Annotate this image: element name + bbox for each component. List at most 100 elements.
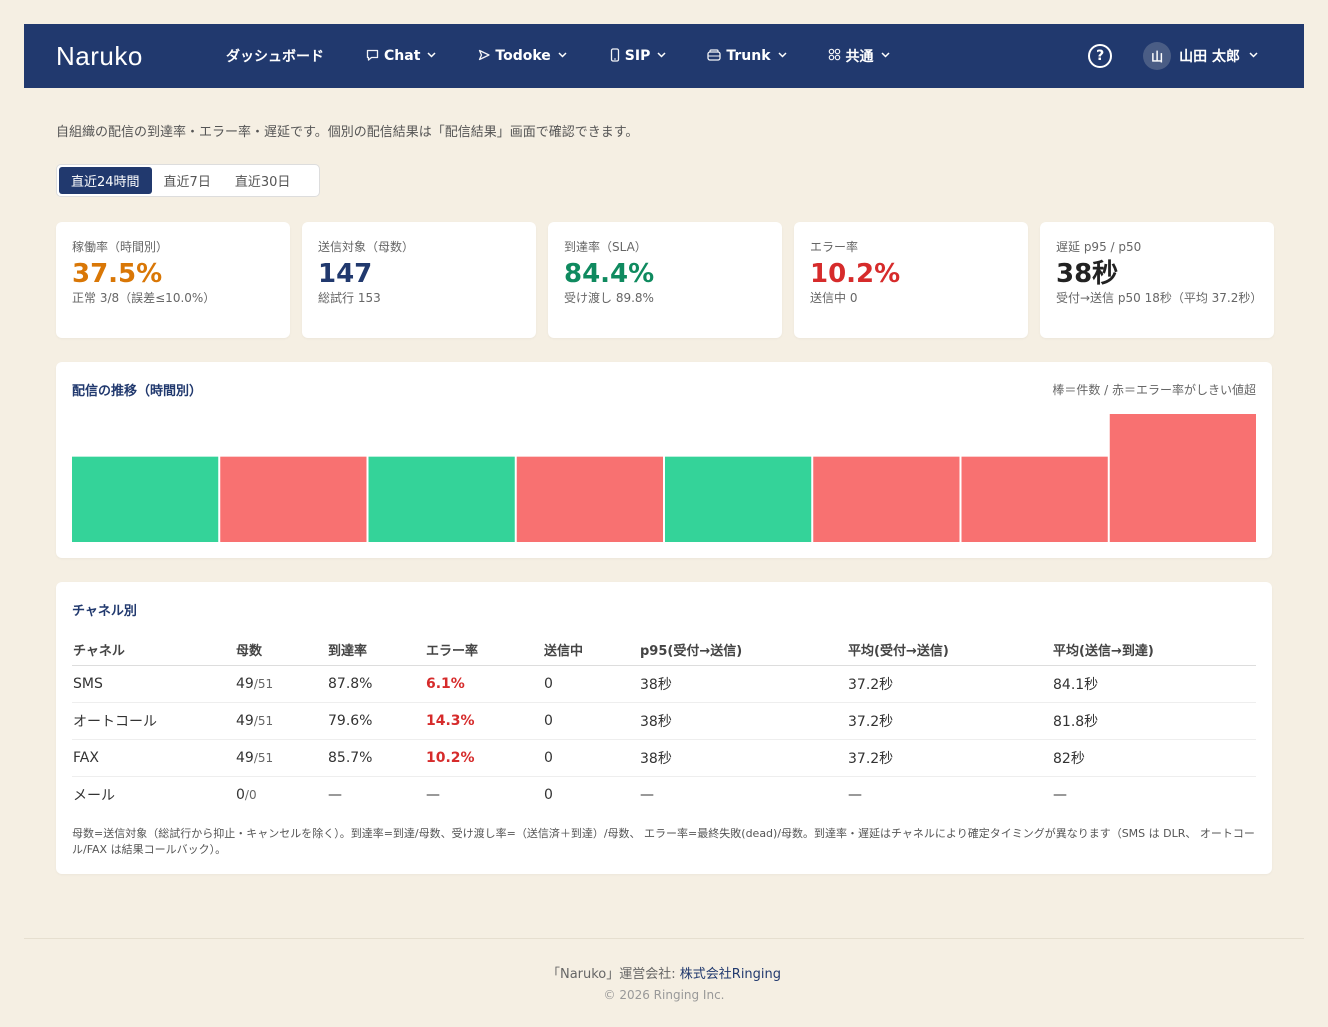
chart-title: 配信の推移（時間別） [72, 384, 203, 399]
chart-bar[interactable] [516, 456, 663, 542]
kpi-card-delivery: 到達率（SLA） 84.4% 受け渡し 89.8% [548, 222, 782, 338]
cell-avg-send: 37.2秒 [847, 702, 1052, 740]
kpi-label: 到達率（SLA） [564, 240, 647, 254]
nav-dashboard[interactable]: ダッシュボード [226, 46, 324, 66]
user-name: 山田 太郎 [1179, 49, 1240, 65]
chart-bar[interactable] [220, 456, 367, 542]
nav-sip-label: SIP [624, 48, 651, 64]
cell-count: 49/51 [235, 702, 327, 740]
nav-todoke[interactable]: Todoke [478, 48, 567, 64]
column-header: チャネル [72, 634, 235, 666]
grid-icon [828, 48, 841, 64]
kpi-cards: 稼働率（時間別） 37.5% 正常 3/8（誤差≤10.0%） 送信対象（母数）… [56, 222, 1274, 338]
nav-chat[interactable]: Chat [366, 48, 436, 64]
table-header-row: チャネル 母数 到達率 エラー率 送信中 p95(受付→送信) 平均(受付→送信… [72, 634, 1256, 666]
kpi-card-error: エラー率 10.2% 送信中 0 [794, 222, 1028, 338]
kpi-card-latency: 遅延 p95 / p50 38秒 受付→送信 p50 18秒（平均 37.2秒） [1040, 222, 1274, 338]
nav-chat-label: Chat [384, 48, 421, 64]
company-link[interactable]: 株式会社Ringing [679, 967, 782, 982]
chart-bar[interactable] [665, 456, 812, 542]
phone-icon [610, 47, 620, 65]
trend-chart [72, 414, 1256, 542]
column-header: 到達率 [327, 634, 425, 666]
cell-delivery: 79.6% [327, 702, 425, 740]
range-tab-7d[interactable]: 直近7日 [152, 167, 223, 194]
column-header: p95(受付→送信) [639, 634, 847, 666]
cell-error: 6.1% [425, 665, 543, 703]
nav-trunk[interactable]: Trunk [707, 48, 787, 64]
cell-channel: オートコール [72, 702, 235, 740]
cell-count: 49/51 [235, 665, 327, 703]
cell-sending: 0 [543, 739, 639, 777]
chevron-down-icon [558, 51, 567, 61]
kpi-card-target: 送信対象（母数） 147 総試行 153 [302, 222, 536, 338]
brand-logo[interactable]: Naruko [56, 40, 143, 71]
range-selector: 直近24時間 直近7日 直近30日 [56, 164, 320, 197]
column-header: 平均(送信→到達) [1052, 634, 1256, 666]
kpi-label: 稼働率（時間別） [72, 240, 169, 254]
cell-sending: 0 [543, 665, 639, 703]
count-value: 0 [236, 786, 245, 803]
cell-channel: FAX [72, 739, 235, 777]
cell-avg-arrive: 84.1秒 [1052, 665, 1256, 703]
nav-common[interactable]: 共通 [828, 46, 890, 66]
user-menu[interactable]: 山 山田 太郎 [1143, 42, 1258, 70]
cell-error: 10.2% [425, 739, 543, 777]
cell-avg-send: 37.2秒 [847, 665, 1052, 703]
kpi-sub: 送信中 0 [810, 291, 858, 305]
nav-common-label: 共通 [845, 49, 874, 65]
kpi-value: 84.4% [564, 259, 655, 289]
column-header: エラー率 [425, 634, 543, 666]
cell-p95: 38秒 [639, 702, 847, 740]
help-glyph: ? [1096, 48, 1105, 64]
cell-avg-arrive: — [1053, 786, 1067, 803]
count-value: 49 [236, 749, 254, 766]
cell-avg-send: — [848, 786, 862, 803]
top-nav: Naruko ダッシュボード Chat Todoke SIP [24, 24, 1304, 88]
nav-trunk-label: Trunk [726, 48, 771, 64]
nav-todoke-label: Todoke [495, 48, 551, 64]
help-icon[interactable]: ? [1088, 44, 1113, 68]
column-header: 送信中 [543, 634, 639, 666]
cell-avg-arrive: 81.8秒 [1052, 702, 1256, 740]
cell-delivery: — [328, 786, 342, 803]
chevron-down-icon [777, 51, 787, 61]
range-tab-30d[interactable]: 直近30日 [223, 167, 303, 194]
kpi-sub: 総試行 153 [318, 291, 381, 305]
kpi-value: 38秒 [1056, 259, 1119, 289]
table-row: オートコール 49/51 79.6% 14.3% 0 38秒 37.2秒 81.… [72, 702, 1256, 740]
count-denominator: /51 [253, 676, 274, 691]
nav-sip[interactable]: SIP [610, 47, 667, 65]
kpi-label: 送信対象（母数） [318, 240, 415, 254]
avatar: 山 [1143, 42, 1172, 70]
chat-icon [366, 49, 379, 64]
page-description: 自組織の配信の到達率・エラー率・遅延です。個別の配信結果は「配信結果」画面で確認… [56, 125, 639, 140]
column-header: 母数 [235, 634, 327, 666]
nav-dashboard-label: ダッシュボード [226, 49, 324, 65]
range-tab-24h[interactable]: 直近24時間 [59, 167, 152, 194]
kpi-sub: 正常 3/8（誤差≤10.0%） [72, 291, 216, 305]
channel-title: チャネル別 [72, 604, 137, 619]
count-denominator: /51 [253, 750, 274, 765]
count-value: 49 [236, 712, 254, 729]
trunk-icon [707, 48, 721, 64]
footer-divider [24, 938, 1304, 939]
cell-delivery: 85.7% [327, 739, 425, 777]
kpi-label: 遅延 p95 / p50 [1056, 240, 1142, 254]
channel-table: チャネル 母数 到達率 エラー率 送信中 p95(受付→送信) 平均(受付→送信… [72, 634, 1256, 813]
chart-bar[interactable] [813, 456, 960, 542]
chart-bar[interactable] [72, 456, 219, 542]
cell-sending: 0 [544, 786, 553, 803]
count-denominator: /51 [253, 713, 274, 728]
chevron-down-icon [657, 51, 666, 61]
cell-p95: 38秒 [639, 739, 847, 777]
cell-sending: 0 [543, 702, 639, 740]
cell-channel: メール [73, 787, 115, 804]
nav-right: ? 山 山田 太郎 [1088, 24, 1304, 88]
chart-bar[interactable] [1109, 414, 1256, 542]
chart-bar[interactable] [368, 456, 515, 542]
cell-p95: — [640, 786, 654, 803]
kpi-value: 147 [318, 259, 373, 289]
count-value: 49 [236, 675, 254, 692]
chart-bar[interactable] [961, 456, 1108, 542]
